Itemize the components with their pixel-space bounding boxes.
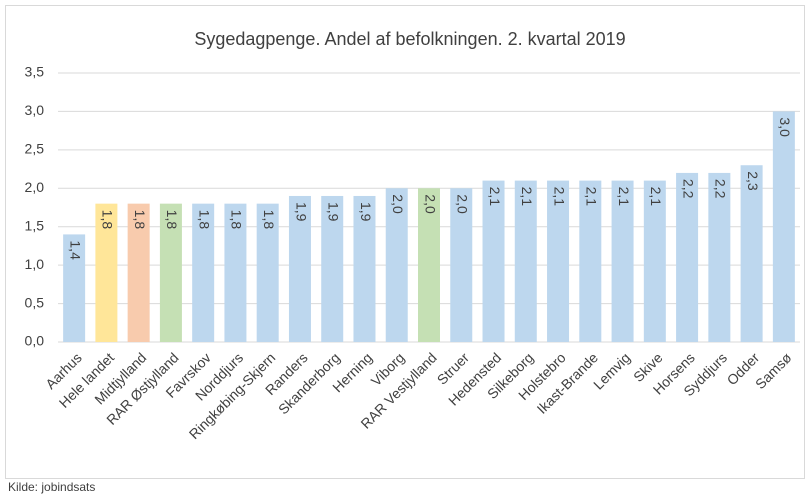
bar	[288, 195, 311, 342]
value-label: 1,8	[196, 210, 212, 230]
bar	[159, 203, 182, 342]
bar	[95, 203, 118, 342]
bar	[224, 203, 247, 342]
bar	[579, 180, 602, 342]
y-tick-label: 3,5	[25, 64, 45, 80]
bar	[418, 188, 440, 342]
value-label: 2,1	[519, 187, 535, 207]
value-label: 3,0	[777, 117, 793, 137]
value-label: 2,0	[422, 194, 438, 214]
value-label: 1,4	[67, 240, 83, 260]
value-label: 2,2	[713, 179, 729, 199]
value-label: 1,9	[358, 202, 374, 222]
value-label: 2,0	[390, 194, 406, 214]
value-label: 1,8	[261, 210, 277, 230]
bar	[321, 195, 344, 342]
value-label: 1,8	[132, 210, 148, 230]
chart-title: Sygedagpenge. Andel af befolkningen. 2. …	[194, 29, 625, 49]
bar	[611, 180, 634, 342]
value-label: 1,9	[326, 202, 342, 222]
value-label: 2,1	[616, 187, 632, 207]
y-tick-label: 0,5	[25, 294, 45, 310]
value-label: 2,1	[487, 187, 503, 207]
bar	[547, 180, 570, 342]
bar	[385, 188, 408, 342]
y-tick-label: 2,5	[25, 141, 45, 157]
value-label: 1,8	[164, 210, 180, 230]
bar	[514, 180, 537, 342]
bar	[676, 172, 699, 342]
bar	[482, 180, 505, 342]
source-note: Kilde: jobindsats	[8, 480, 95, 494]
value-label: 2,1	[584, 187, 600, 207]
bar	[740, 165, 763, 342]
y-tick-label: 0,0	[25, 333, 45, 349]
y-tick-label: 3,0	[25, 102, 45, 118]
value-label: 2,0	[455, 194, 471, 214]
bar	[256, 203, 279, 342]
value-label: 2,1	[551, 187, 567, 207]
value-label: 1,8	[229, 210, 245, 230]
bar	[643, 180, 666, 342]
bar	[192, 203, 215, 342]
y-tick-label: 1,0	[25, 256, 45, 272]
bar	[450, 188, 473, 342]
bar	[772, 111, 795, 342]
value-label: 2,1	[648, 187, 664, 207]
value-label: 1,8	[100, 210, 116, 230]
value-label: 1,9	[293, 202, 309, 222]
y-tick-label: 1,5	[25, 217, 45, 233]
bar	[127, 203, 150, 342]
bar	[708, 172, 731, 342]
value-label: 2,3	[745, 171, 761, 191]
bar	[63, 234, 86, 342]
y-tick-label: 2,0	[25, 179, 45, 195]
bar	[353, 195, 376, 342]
value-label: 2,2	[680, 179, 696, 199]
